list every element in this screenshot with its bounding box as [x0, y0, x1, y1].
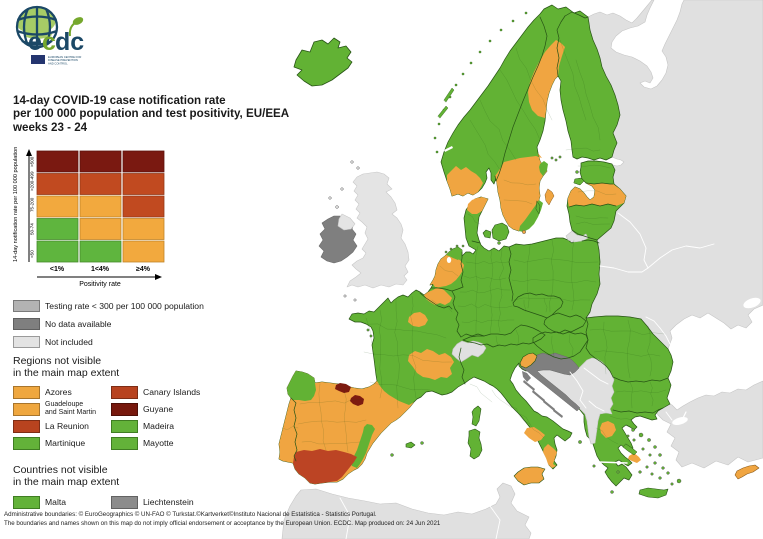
svg-text:1<4%: 1<4% [91, 266, 110, 273]
svg-text:>200-499: >200-499 [30, 171, 35, 191]
svg-text:<50: <50 [30, 250, 35, 258]
svg-text:DISEASE PREVENTION: DISEASE PREVENTION [48, 58, 78, 62]
svg-text:75-200: 75-200 [30, 197, 35, 212]
svg-text:e: e [28, 28, 42, 56]
svg-text:c: c [42, 28, 56, 56]
svg-text:>500: >500 [30, 156, 35, 167]
svg-text:<1%: <1% [50, 266, 65, 273]
svg-text:14-day notification rate per 1: 14-day notification rate per 100 000 pop… [13, 147, 19, 262]
svg-text:Positivity rate: Positivity rate [79, 281, 121, 288]
svg-text:EUROPEAN CENTRE FOR: EUROPEAN CENTRE FOR [48, 55, 81, 59]
svg-text:≥4%: ≥4% [136, 266, 151, 273]
svg-text:AND CONTROL: AND CONTROL [48, 61, 68, 65]
svg-text:50-74: 50-74 [30, 223, 35, 235]
